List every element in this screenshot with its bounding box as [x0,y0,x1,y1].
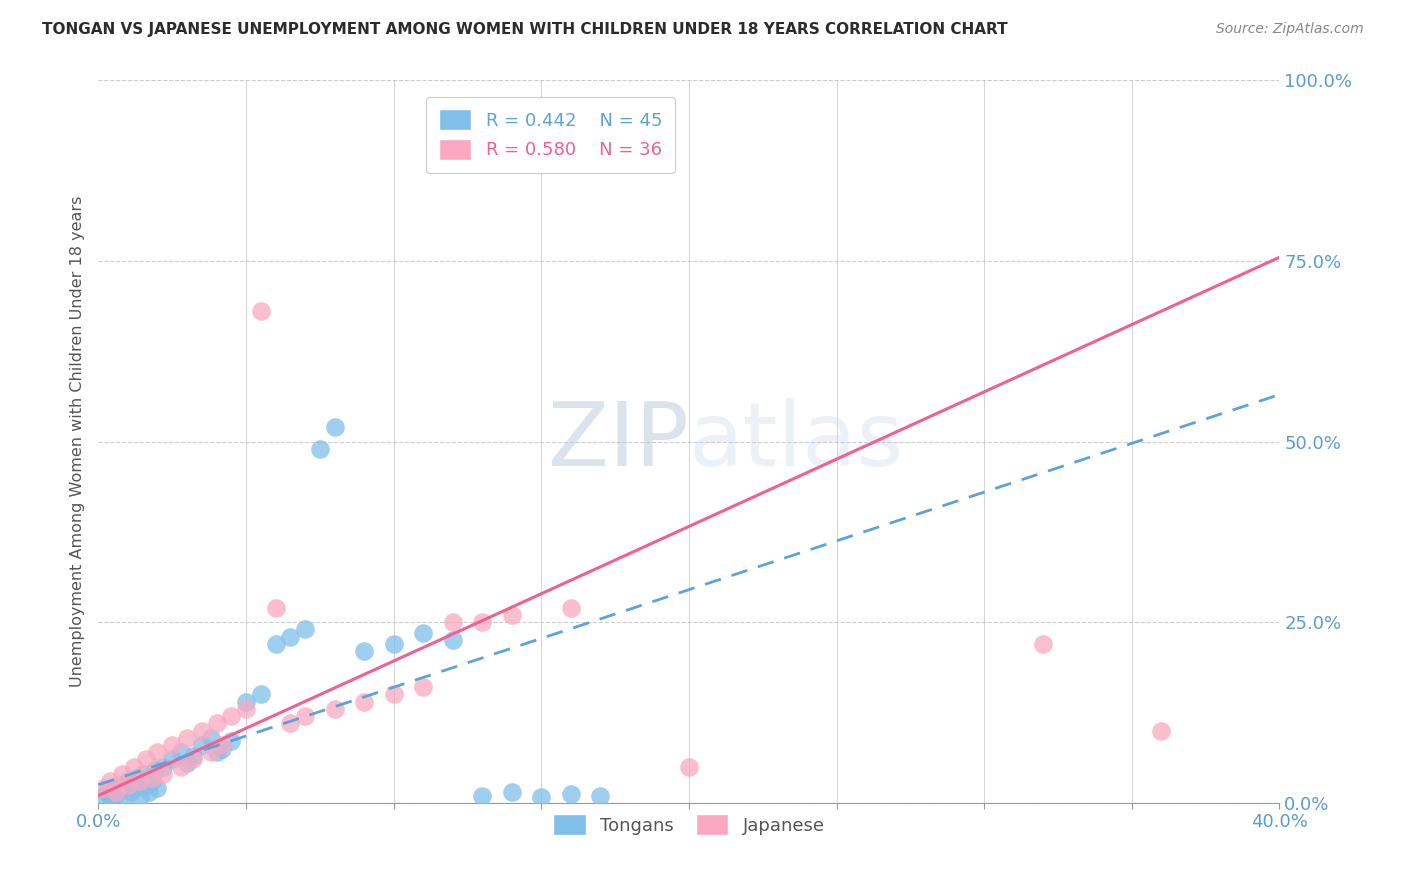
Point [98,774,121,789]
Text: Source: ZipAtlas.com: Source: ZipAtlas.com [1216,22,1364,37]
Point [96,785,118,799]
Point [235,695,257,709]
Y-axis label: Unemployment Among Women with Children Under 18 years: Unemployment Among Women with Children U… [69,196,84,687]
Point [530,790,553,805]
Point [264,600,287,615]
Point [382,637,405,651]
Point [200,731,222,745]
Point [122,760,145,774]
Point [108,782,131,797]
Point [211,738,233,752]
Point [678,760,700,774]
Point [412,680,434,694]
Point [235,702,257,716]
Point [120,785,142,799]
Point [181,752,204,766]
Point [128,790,150,805]
Point [221,709,243,723]
Point [589,789,612,803]
Point [221,734,243,748]
Point [176,756,198,770]
Point [105,787,128,801]
Point [200,745,222,759]
Point [138,785,160,799]
Text: atlas: atlas [689,398,904,485]
Point [294,623,316,637]
Point [323,702,346,716]
Point [170,760,193,774]
Point [162,752,183,766]
Point [117,774,139,789]
Point [98,790,121,805]
Point [111,767,134,781]
Point [152,767,174,781]
Point [1150,723,1173,738]
Point [1032,637,1054,651]
Point [191,723,214,738]
Point [135,778,157,792]
Point [205,716,228,731]
Point [560,600,582,615]
Point [441,615,464,630]
Text: ZIP: ZIP [548,398,689,485]
Point [143,764,166,778]
Point [250,304,273,318]
Point [132,767,155,781]
Point [122,781,145,796]
Point [382,687,405,701]
Point [152,760,174,774]
Point [280,716,302,731]
Point [141,771,163,785]
Point [441,633,464,648]
Point [117,778,139,792]
Point [146,781,169,796]
Point [353,644,375,658]
Legend: Tongans, Japanese: Tongans, Japanese [544,805,834,845]
Point [211,741,233,756]
Point [471,615,494,630]
Point [294,709,316,723]
Point [501,785,523,799]
Point [323,420,346,434]
Point [501,607,523,622]
Point [162,738,183,752]
Point [176,731,198,745]
Point [250,687,273,701]
Point [471,789,494,803]
Point [141,774,163,789]
Point [93,781,115,796]
Point [114,789,136,803]
Text: TONGAN VS JAPANESE UNEMPLOYMENT AMONG WOMEN WITH CHILDREN UNDER 18 YEARS CORRELA: TONGAN VS JAPANESE UNEMPLOYMENT AMONG WO… [42,22,1008,37]
Point [309,442,332,456]
Point [170,745,193,759]
Point [412,626,434,640]
Point [191,738,214,752]
Point [181,748,204,763]
Point [93,789,115,803]
Point [135,752,157,766]
Point [105,785,128,799]
Point [146,745,169,759]
Point [264,637,287,651]
Point [280,630,302,644]
Point [103,781,125,796]
Point [128,774,150,789]
Point [125,771,148,785]
Point [205,745,228,759]
Point [560,787,582,801]
Point [353,695,375,709]
Point [111,778,134,792]
